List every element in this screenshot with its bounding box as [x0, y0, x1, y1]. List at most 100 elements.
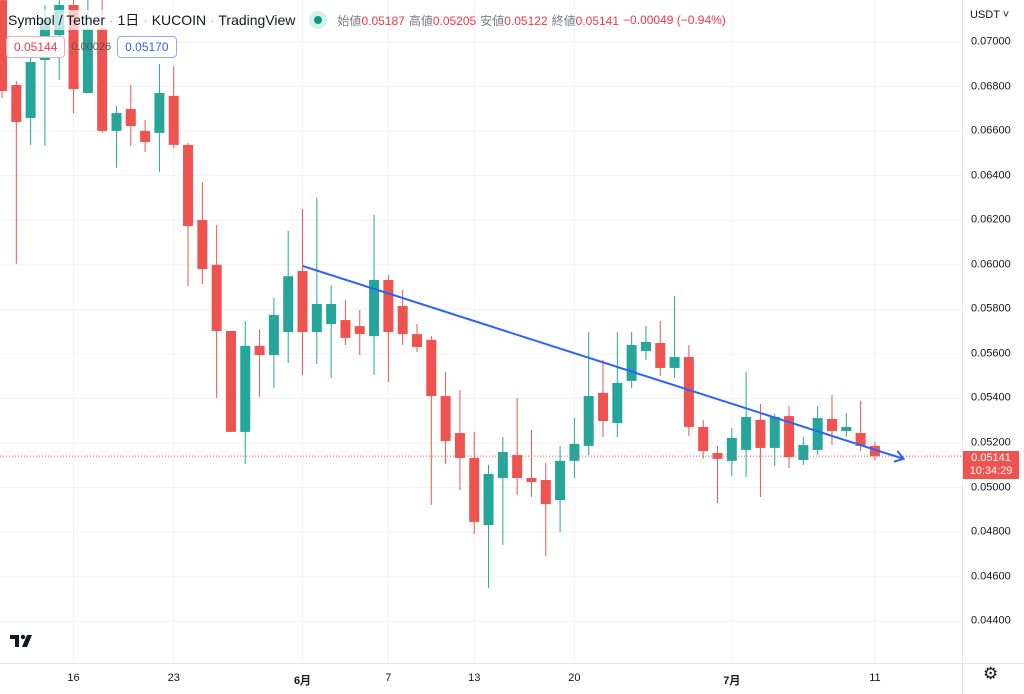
candle-down — [469, 457, 480, 522]
time-tick-label: 20 — [568, 672, 581, 684]
separator: · — [143, 12, 148, 28]
data-source: TradingView — [218, 12, 296, 28]
ohlc-high: 高値0.05205 — [409, 12, 476, 29]
candle-up — [82, 29, 93, 94]
market-status-icon — [309, 11, 328, 29]
candle-down — [11, 85, 22, 122]
candle-down — [383, 279, 394, 333]
price-tick-label: 0.06800 — [971, 80, 1011, 93]
time-tick-label: 7月 — [723, 675, 741, 687]
change-value: −0.00049 (−0.94%) — [623, 13, 726, 27]
candle-up — [497, 451, 508, 479]
candlestick-chart[interactable] — [0, 0, 962, 663]
interval: 1日 — [117, 12, 140, 28]
price-tick-label: 0.05400 — [971, 391, 1011, 404]
time-tick-label: 7 — [385, 672, 392, 684]
price-tick-label: 0.05600 — [971, 347, 1011, 360]
candle-up — [769, 416, 780, 448]
spread-value: 0.00026 — [71, 41, 112, 53]
settings-gear-icon[interactable]: ⚙ — [983, 664, 999, 683]
candle-up — [326, 304, 337, 325]
candle-down — [526, 478, 537, 483]
candle-up — [154, 93, 165, 133]
candle-down — [855, 433, 866, 446]
separator: · — [210, 12, 215, 28]
candle-up — [583, 396, 594, 446]
candle-up — [726, 437, 737, 461]
candle-down — [454, 433, 465, 458]
currency-selector[interactable]: USDT ˅ — [970, 9, 1010, 21]
price-tick-label: 0.06000 — [971, 258, 1011, 271]
open-label: 始値 — [337, 13, 362, 28]
candle-up — [311, 304, 322, 333]
candle-down — [211, 264, 222, 331]
candle-down — [0, 0, 7, 92]
price-tick-label: 0.05000 — [971, 481, 1011, 494]
price-tick-label: 0.04600 — [971, 570, 1011, 583]
low-value: 0.05122 — [504, 13, 548, 28]
candle-down — [68, 5, 79, 90]
candle-down — [784, 416, 795, 458]
candle-up — [268, 314, 279, 356]
tradingview-logo-icon[interactable] — [8, 630, 36, 652]
symbol-title[interactable]: Symbol / Tether · 1日 · KUCOIN · TradingV… — [8, 10, 296, 30]
price-tick-label: 0.06200 — [971, 213, 1011, 226]
price-tick-label: 0.04800 — [971, 525, 1011, 538]
candle-down — [512, 455, 523, 479]
candle-up — [741, 416, 752, 450]
candle-up — [798, 445, 809, 460]
candle-down — [168, 95, 179, 145]
candle-up — [640, 341, 651, 352]
time-tick-label: 11 — [869, 672, 881, 684]
axis-corner — [962, 663, 1024, 694]
time-tick-label: 23 — [167, 672, 180, 684]
candle-down — [869, 445, 880, 457]
price-tick-label: 0.05200 — [971, 436, 1011, 449]
price-axis[interactable]: 0.07000 0.06800 0.06600 0.06400 0.06200 0.060… — [962, 0, 1024, 663]
candle-down — [340, 320, 351, 338]
candle-up — [283, 276, 294, 333]
trendline-arrowhead — [893, 450, 906, 463]
time-axis[interactable]: 16 23 6月 7 13 20 7月 11 — [0, 663, 962, 694]
close-value: 0.05141 — [575, 13, 620, 28]
ohlc-close: 終値0.05141 — [552, 12, 619, 29]
close-label: 終値 — [551, 13, 576, 28]
candle-down — [197, 220, 208, 270]
price-tick-label: 0.07000 — [971, 35, 1011, 48]
sell-button[interactable]: 0.05144 — [6, 36, 66, 58]
candle-down — [426, 339, 437, 397]
candle-up — [483, 474, 494, 526]
candle-down — [125, 109, 136, 126]
candle-down — [755, 419, 766, 448]
buy-button[interactable]: 0.05170 — [117, 36, 177, 58]
exchange: KUCOIN — [151, 12, 207, 28]
candle-down — [826, 418, 837, 432]
candle-up — [369, 279, 380, 337]
candle-down — [540, 480, 551, 505]
ohlc-low: 安値0.05122 — [480, 12, 547, 29]
price-tick-label: 0.05800 — [971, 302, 1011, 315]
open-value: 0.05187 — [361, 13, 405, 28]
time-tick-label: 6月 — [293, 675, 312, 687]
candle-down — [440, 396, 451, 442]
ohlc-change: −0.00049 (−0.94%) — [623, 13, 726, 27]
candle-down — [683, 357, 694, 427]
candle-down — [225, 330, 236, 432]
candle-up — [111, 113, 122, 131]
candle-down — [354, 326, 365, 335]
candle-up — [555, 460, 566, 501]
bar-countdown: 10:34:29 — [969, 465, 1013, 477]
candle-down — [655, 343, 666, 368]
candle-up — [626, 345, 637, 381]
high-value: 0.05205 — [432, 13, 477, 28]
candle-down — [297, 271, 308, 333]
candle-up — [240, 345, 251, 432]
price-tick-label: 0.04400 — [971, 614, 1011, 627]
ohlc-open: 始値0.05187 — [337, 12, 404, 29]
time-tick-label: 13 — [468, 672, 481, 684]
symbol-name: Symbol / Tether — [8, 12, 106, 28]
candle-up — [612, 382, 623, 423]
candle-down — [411, 334, 422, 348]
low-label: 安値 — [480, 13, 505, 28]
trendline — [302, 264, 904, 460]
